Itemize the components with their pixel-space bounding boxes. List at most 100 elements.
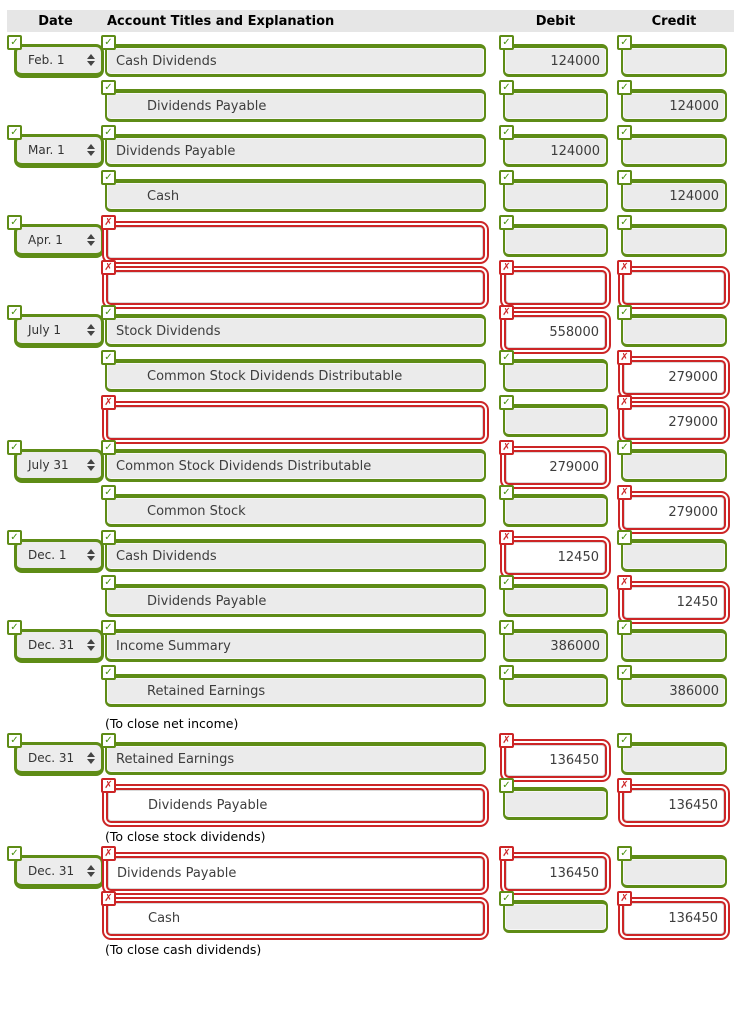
debit-amount-input[interactable]: ✓ 124000 <box>499 125 608 167</box>
credit-cell: ✗ 12450 <box>617 575 730 624</box>
journal-row: ✗ Dividends Payable ✓ ✗ 136450 <box>0 778 734 827</box>
account-title-input[interactable]: ✗ <box>101 215 489 264</box>
debit-amount-input[interactable]: ✓ <box>499 80 608 122</box>
account-title-input[interactable]: ✗ Cash <box>101 891 489 940</box>
credit-amount-input[interactable]: ✗ 136450 <box>617 891 730 940</box>
date-select[interactable]: ✓ Dec. 31 <box>7 846 104 889</box>
stepper-icon[interactable] <box>87 639 95 651</box>
debit-amount-input[interactable]: ✗ 136450 <box>499 846 611 895</box>
account-title-input[interactable]: ✗ <box>101 395 489 444</box>
debit-amount-input[interactable]: ✓ <box>499 778 608 820</box>
account-title-input[interactable]: ✓ Common Stock Dividends Distributable <box>101 440 486 482</box>
account-cell: ✗ Dividends Payable <box>101 778 489 827</box>
debit-amount-input[interactable]: ✓ <box>499 170 608 212</box>
journal-row: ✗ ✓ ✗ 279000 <box>0 395 734 444</box>
check-icon: ✓ <box>617 80 632 95</box>
credit-amount-input[interactable]: ✗ 279000 <box>617 485 730 534</box>
credit-amount-input[interactable]: ✗ 279000 <box>617 395 730 444</box>
debit-amount-input[interactable]: ✗ 279000 <box>499 440 611 489</box>
stepper-icon[interactable] <box>87 752 95 764</box>
date-select[interactable]: ✓ Dec. 31 <box>7 620 104 663</box>
x-icon: ✗ <box>617 260 632 275</box>
debit-amount-input[interactable]: ✓ <box>499 891 608 933</box>
account-title-input[interactable]: ✓ Cash Dividends <box>101 35 486 77</box>
field-box-wrong: 136450 <box>500 739 611 782</box>
credit-amount-input[interactable]: ✗ 136450 <box>617 778 730 827</box>
debit-amount-input[interactable]: ✗ 558000 <box>499 305 611 354</box>
field-box-correct: Dividends Payable <box>105 134 486 167</box>
account-title-input[interactable]: ✗ <box>101 260 489 309</box>
credit-amount-input[interactable]: ✓ <box>617 846 727 888</box>
credit-amount-input[interactable]: ✓ <box>617 733 727 775</box>
credit-amount-input[interactable]: ✓ <box>617 125 727 167</box>
stepper-icon[interactable] <box>87 865 95 877</box>
account-title-input[interactable]: ✓ Common Stock <box>101 485 486 527</box>
date-select[interactable]: ✓ Dec. 1 <box>7 530 104 573</box>
credit-cell: ✗ 279000 <box>617 485 730 534</box>
debit-amount-input[interactable]: ✓ <box>499 215 608 257</box>
credit-amount-input[interactable]: ✓ 124000 <box>617 170 727 212</box>
debit-amount-input[interactable]: ✓ 124000 <box>499 35 608 77</box>
credit-amount-input[interactable]: ✓ <box>617 440 727 482</box>
credit-amount-input[interactable]: ✓ <box>617 530 727 572</box>
credit-amount-input[interactable]: ✓ 124000 <box>617 80 727 122</box>
check-icon: ✓ <box>101 575 116 590</box>
credit-amount-input[interactable]: ✓ <box>617 215 727 257</box>
account-title-input[interactable]: ✓ Dividends Payable <box>101 80 486 122</box>
account-title-input[interactable]: ✓ Common Stock Dividends Distributable <box>101 350 486 392</box>
account-title-input[interactable]: ✓ Stock Dividends <box>101 305 486 347</box>
stepper-icon[interactable] <box>87 324 95 336</box>
date-select[interactable]: ✓ July 1 <box>7 305 104 348</box>
debit-amount-input[interactable]: ✗ 12450 <box>499 530 611 579</box>
date-select[interactable]: ✓ July 31 <box>7 440 104 483</box>
stepper-icon[interactable] <box>87 54 95 66</box>
debit-amount-input[interactable]: ✗ 136450 <box>499 733 611 782</box>
stepper-icon[interactable] <box>87 459 95 471</box>
entry-explanation-note: (To close net income) <box>105 716 239 731</box>
credit-amount-input[interactable]: ✓ <box>617 305 727 347</box>
credit-cell: ✗ 136450 <box>617 778 730 827</box>
debit-amount-input[interactable]: ✓ <box>499 395 608 437</box>
check-icon: ✓ <box>101 733 116 748</box>
debit-amount-input[interactable]: ✗ <box>499 260 611 309</box>
account-title-input[interactable]: ✗ Dividends Payable <box>101 846 489 895</box>
field-box-correct: Common Stock <box>105 494 486 527</box>
debit-amount-input[interactable]: ✓ <box>499 485 608 527</box>
date-select[interactable]: ✓ Dec. 31 <box>7 733 104 776</box>
debit-amount-input[interactable]: ✓ <box>499 350 608 392</box>
account-title-input[interactable]: ✓ Cash Dividends <box>101 530 486 572</box>
date-cell <box>14 269 104 302</box>
credit-amount-input[interactable]: ✗ <box>617 260 730 309</box>
field-box-correct <box>621 629 727 662</box>
check-icon: ✓ <box>617 35 632 50</box>
x-icon: ✗ <box>499 305 514 320</box>
account-title-input[interactable]: ✓ Retained Earnings <box>101 733 486 775</box>
stepper-icon[interactable] <box>87 234 95 246</box>
debit-amount-input[interactable]: ✓ <box>499 665 608 707</box>
credit-amount-input[interactable]: ✓ <box>617 620 727 662</box>
field-box-wrong: Dividends Payable <box>102 784 489 827</box>
credit-amount-input[interactable]: ✓ 386000 <box>617 665 727 707</box>
check-icon: ✓ <box>499 125 514 140</box>
account-title-input[interactable]: ✓ Cash <box>101 170 486 212</box>
date-select[interactable]: ✓ Feb. 1 <box>7 35 104 78</box>
stepper-icon[interactable] <box>87 144 95 156</box>
date-select[interactable]: ✓ Mar. 1 <box>7 125 104 168</box>
credit-amount-input[interactable]: ✗ 12450 <box>617 575 730 624</box>
account-title-input[interactable]: ✓ Retained Earnings <box>101 665 486 707</box>
account-title-input[interactable]: ✓ Dividends Payable <box>101 575 486 617</box>
debit-amount-input[interactable]: ✓ 386000 <box>499 620 608 662</box>
account-title-input[interactable]: ✓ Income Summary <box>101 620 486 662</box>
field-box-wrong <box>102 221 489 264</box>
x-icon: ✗ <box>617 778 632 793</box>
credit-cell: ✓ <box>617 125 727 167</box>
date-select[interactable]: ✓ Apr. 1 <box>7 215 104 258</box>
credit-amount-input[interactable]: ✗ 279000 <box>617 350 730 399</box>
account-title-input[interactable]: ✓ Dividends Payable <box>101 125 486 167</box>
account-title-input[interactable]: ✗ Dividends Payable <box>101 778 489 827</box>
date-cell: ✓ July 31 <box>7 440 104 483</box>
credit-cell: ✓ 386000 <box>617 665 727 707</box>
credit-amount-input[interactable]: ✓ <box>617 35 727 77</box>
debit-amount-input[interactable]: ✓ <box>499 575 608 617</box>
stepper-icon[interactable] <box>87 549 95 561</box>
